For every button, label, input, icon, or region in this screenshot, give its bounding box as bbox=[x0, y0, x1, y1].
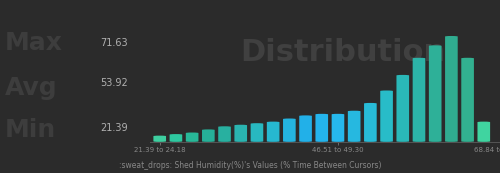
Text: Max: Max bbox=[5, 31, 63, 55]
FancyBboxPatch shape bbox=[234, 125, 247, 142]
Text: Avg: Avg bbox=[5, 76, 58, 100]
FancyBboxPatch shape bbox=[170, 134, 182, 142]
FancyBboxPatch shape bbox=[202, 129, 214, 142]
Text: :sweat_drops: Shed Humidity(%)'s Values (% Time Between Cursors): :sweat_drops: Shed Humidity(%)'s Values … bbox=[119, 161, 382, 170]
FancyBboxPatch shape bbox=[380, 90, 393, 142]
FancyBboxPatch shape bbox=[364, 103, 376, 142]
FancyBboxPatch shape bbox=[412, 58, 426, 142]
Text: Distribution: Distribution bbox=[240, 38, 445, 67]
FancyBboxPatch shape bbox=[250, 123, 264, 142]
FancyBboxPatch shape bbox=[218, 126, 231, 142]
FancyBboxPatch shape bbox=[283, 119, 296, 142]
FancyBboxPatch shape bbox=[478, 122, 490, 142]
FancyBboxPatch shape bbox=[396, 75, 409, 142]
FancyBboxPatch shape bbox=[267, 122, 280, 142]
Text: 53.92: 53.92 bbox=[100, 78, 128, 88]
FancyBboxPatch shape bbox=[348, 111, 360, 142]
Text: 21.39: 21.39 bbox=[100, 123, 128, 133]
FancyBboxPatch shape bbox=[186, 133, 198, 142]
FancyBboxPatch shape bbox=[299, 115, 312, 142]
FancyBboxPatch shape bbox=[154, 136, 166, 142]
Text: Min: Min bbox=[5, 118, 56, 142]
FancyBboxPatch shape bbox=[462, 58, 474, 142]
FancyBboxPatch shape bbox=[332, 114, 344, 142]
FancyBboxPatch shape bbox=[445, 36, 458, 142]
FancyBboxPatch shape bbox=[316, 114, 328, 142]
FancyBboxPatch shape bbox=[429, 45, 442, 142]
Text: 71.63: 71.63 bbox=[100, 38, 128, 48]
